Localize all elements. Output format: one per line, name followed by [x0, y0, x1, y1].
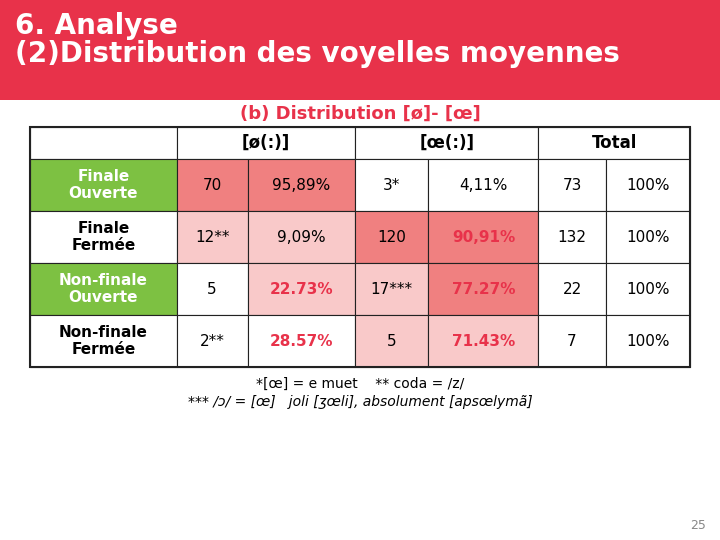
Bar — [355, 127, 539, 159]
Text: [œ(:)]: [œ(:)] — [419, 134, 474, 152]
Bar — [176, 315, 248, 367]
Text: 71.43%: 71.43% — [452, 334, 515, 348]
Text: *[œ] = e muet    ** coda = /z/: *[œ] = e muet ** coda = /z/ — [256, 377, 464, 391]
Text: 4,11%: 4,11% — [459, 178, 508, 192]
Text: 77.27%: 77.27% — [451, 281, 516, 296]
Text: Finale
Fermée: Finale Fermée — [71, 221, 135, 253]
Text: 100%: 100% — [626, 281, 670, 296]
Bar — [606, 159, 690, 211]
Bar — [176, 263, 248, 315]
Bar — [30, 127, 690, 367]
Text: Non-finale
Fermée: Non-finale Fermée — [59, 325, 148, 357]
Bar — [30, 127, 176, 159]
Bar — [30, 315, 176, 367]
Text: *** /ɔ/ = [œ]   joli [ʒœli], absolument [apsœlymã]: *** /ɔ/ = [œ] joli [ʒœli], absolument [a… — [188, 395, 532, 409]
Bar — [539, 127, 690, 159]
Text: Finale
Ouverte: Finale Ouverte — [68, 169, 138, 201]
Text: 100%: 100% — [626, 334, 670, 348]
Bar — [248, 263, 355, 315]
Text: 28.57%: 28.57% — [269, 334, 333, 348]
Bar — [248, 211, 355, 263]
Text: 12**: 12** — [195, 230, 230, 245]
Bar — [176, 159, 248, 211]
Text: 120: 120 — [377, 230, 406, 245]
Bar — [428, 315, 539, 367]
Bar — [0, 0, 720, 100]
Bar — [539, 263, 606, 315]
Text: 73: 73 — [562, 178, 582, 192]
Bar — [355, 211, 428, 263]
Text: 3*: 3* — [383, 178, 400, 192]
Bar — [30, 263, 176, 315]
Text: 17***: 17*** — [371, 281, 413, 296]
Text: Total: Total — [592, 134, 637, 152]
Text: 25: 25 — [690, 519, 706, 532]
Bar — [248, 159, 355, 211]
Text: 132: 132 — [557, 230, 587, 245]
Bar — [30, 211, 176, 263]
Bar — [606, 315, 690, 367]
Bar — [30, 159, 176, 211]
Text: 70: 70 — [202, 178, 222, 192]
Text: 22: 22 — [562, 281, 582, 296]
Bar — [355, 263, 428, 315]
Bar — [428, 159, 539, 211]
Bar — [539, 159, 606, 211]
Text: 5: 5 — [207, 281, 217, 296]
Text: 5: 5 — [387, 334, 397, 348]
Text: 95,89%: 95,89% — [272, 178, 330, 192]
Text: 100%: 100% — [626, 178, 670, 192]
Text: Non-finale
Ouverte: Non-finale Ouverte — [59, 273, 148, 305]
Text: 22.73%: 22.73% — [269, 281, 333, 296]
Bar — [606, 263, 690, 315]
Text: (b) Distribution [ø]- [œ]: (b) Distribution [ø]- [œ] — [240, 105, 480, 123]
Bar — [428, 211, 539, 263]
Text: (2)Distribution des voyelles moyennes: (2)Distribution des voyelles moyennes — [15, 40, 620, 68]
Bar — [248, 315, 355, 367]
Text: 90,91%: 90,91% — [452, 230, 515, 245]
Text: 100%: 100% — [626, 230, 670, 245]
Text: 7: 7 — [567, 334, 577, 348]
Bar — [539, 211, 606, 263]
Text: [ø(:)]: [ø(:)] — [242, 134, 290, 152]
Bar — [176, 211, 248, 263]
Bar — [539, 315, 606, 367]
Text: 6. Analyse: 6. Analyse — [15, 12, 178, 40]
Bar — [428, 263, 539, 315]
Text: 2**: 2** — [199, 334, 225, 348]
Bar — [606, 211, 690, 263]
Bar — [176, 127, 355, 159]
Text: 9,09%: 9,09% — [277, 230, 325, 245]
Bar — [355, 159, 428, 211]
Bar — [355, 315, 428, 367]
